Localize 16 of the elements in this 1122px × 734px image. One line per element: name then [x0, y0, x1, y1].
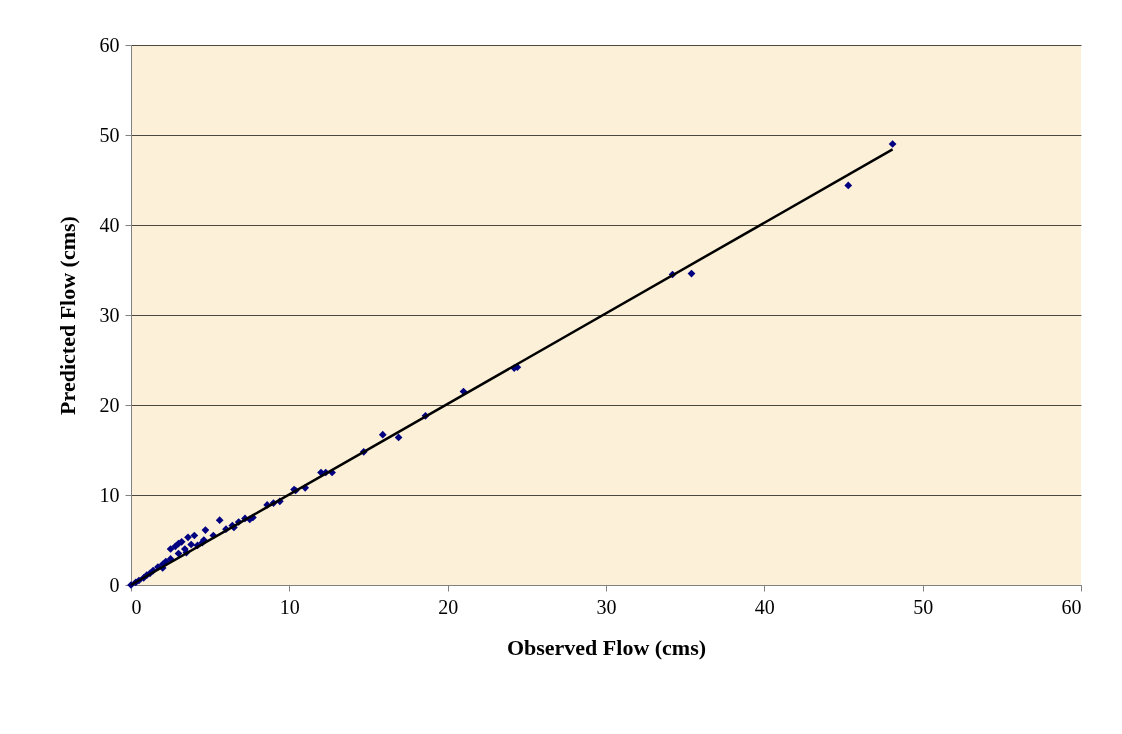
- y-axis-title: Predicted Flow (cms): [54, 216, 80, 415]
- x-axis-title: Observed Flow (cms): [506, 634, 707, 660]
- x-tick-label: 30: [596, 595, 617, 618]
- y-tick-label: 20: [99, 393, 120, 416]
- y-tick-label: 10: [99, 483, 120, 506]
- x-tick-label: 0: [131, 595, 142, 618]
- x-tick-label: 50: [913, 595, 934, 618]
- y-tick-label: 0: [109, 573, 120, 596]
- x-tick-label: 20: [438, 595, 459, 618]
- y-tick-label: 60: [99, 33, 120, 56]
- y-tick-label: 50: [99, 123, 120, 146]
- x-tick-label: 10: [279, 595, 300, 618]
- x-tick-label: 60: [1061, 595, 1082, 618]
- y-tick-label: 30: [99, 303, 120, 326]
- x-tick-label: 40: [754, 595, 775, 618]
- y-tick-label: 40: [99, 213, 120, 236]
